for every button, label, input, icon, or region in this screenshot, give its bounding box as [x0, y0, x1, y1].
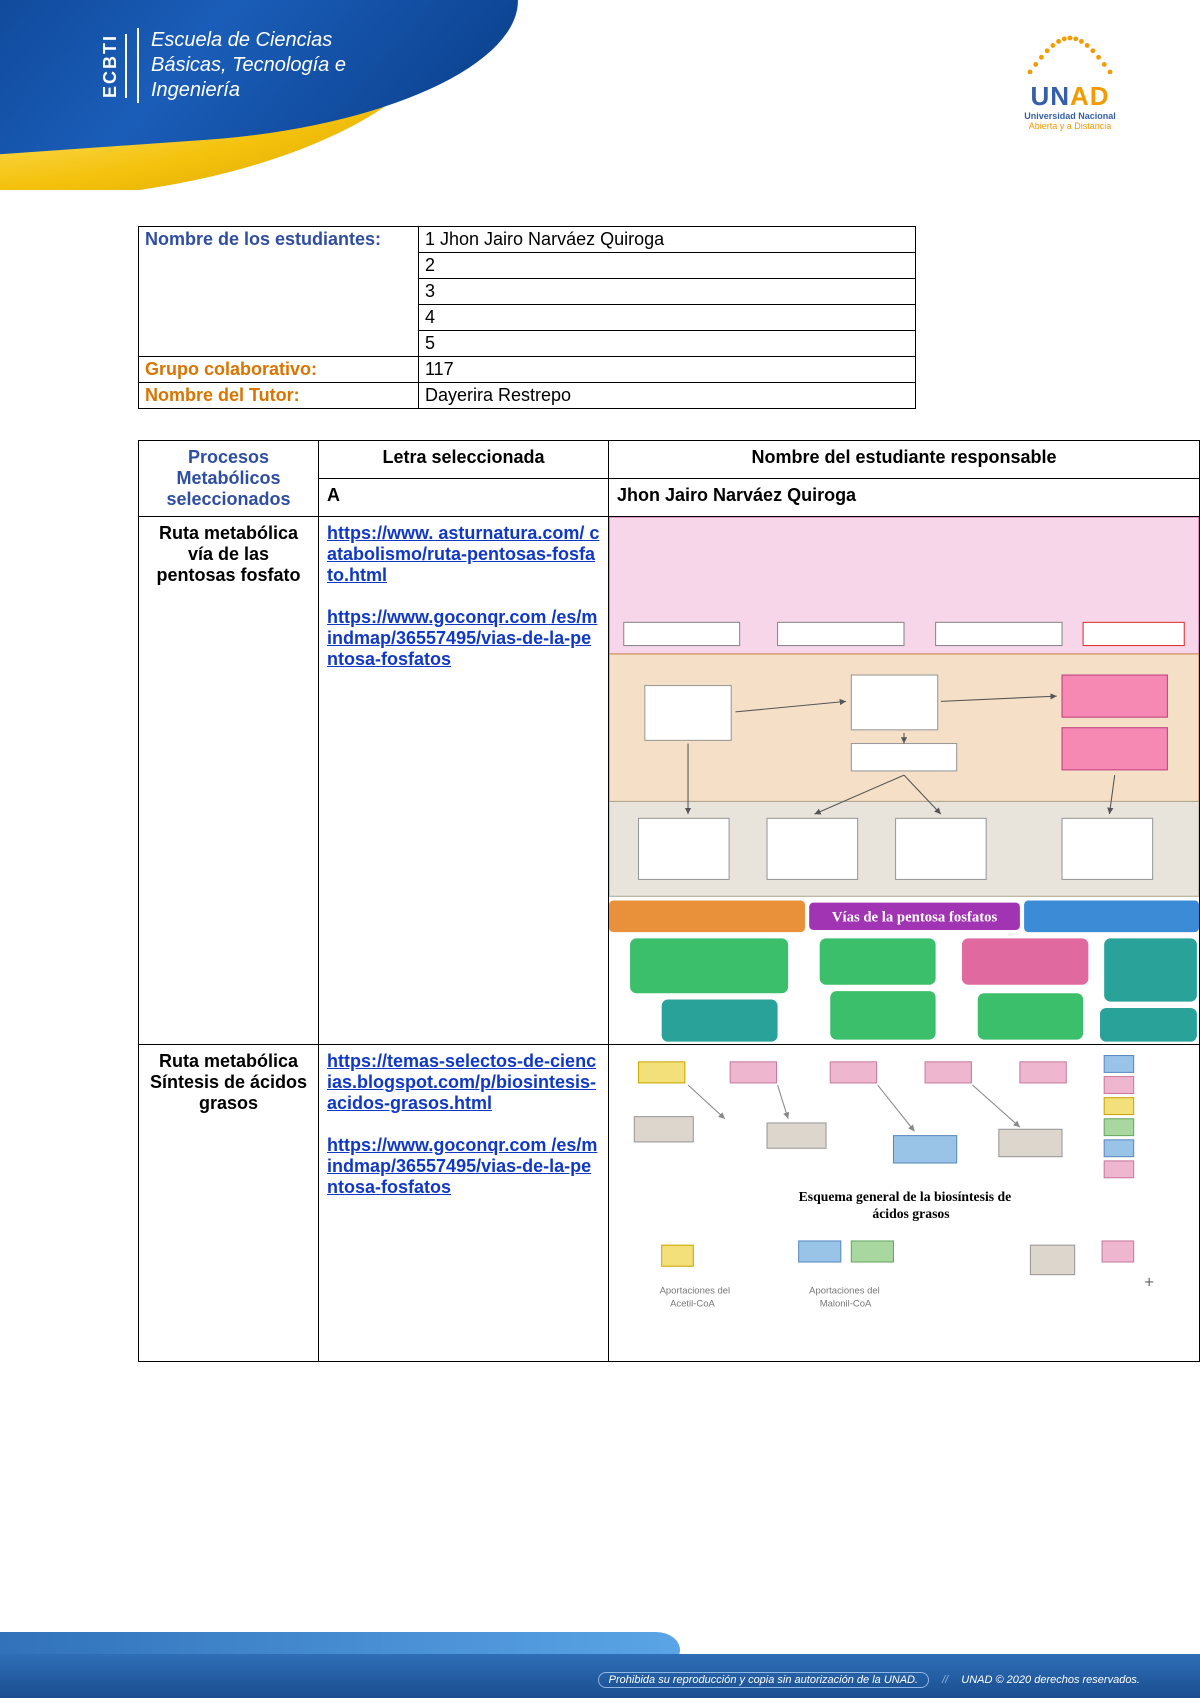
unad-letter: N — [1050, 81, 1070, 111]
header-swoosh: ECBTI Escuela de Ciencias Básicas, Tecno… — [0, 0, 520, 190]
unad-letter: U — [1030, 81, 1050, 111]
svg-text:Acetil-CoA: Acetil-CoA — [670, 1298, 715, 1309]
reference-link[interactable]: https://www. asturnatura.com/ catabolism… — [327, 523, 600, 586]
reference-link[interactable]: https://www.goconqr.com /es/mindmap/3655… — [327, 607, 600, 670]
tutor-cell: Dayerira Restrepo — [419, 383, 916, 409]
diagram-sub1: Aportaciones del — [660, 1285, 731, 1296]
student-cell: 3 — [419, 279, 916, 305]
links-cell: https://temas-selectos-de-ciencias.blogs… — [319, 1044, 609, 1361]
info-table: Nombre de los estudiantes: 1 Jhon Jairo … — [138, 226, 916, 409]
processes-table: Procesos Metabólicos seleccionados Letra… — [138, 440, 1200, 1362]
links-cell: https://www. asturnatura.com/ catabolism… — [319, 517, 609, 1045]
fatty-acid-diagram: Esquema general de la biosíntesis de áci… — [609, 1045, 1199, 1361]
unad-sub-line: Abierta y a Distancia — [1020, 122, 1120, 132]
student-cell: 2 — [419, 253, 916, 279]
ecbti-line: Básicas, Tecnología e — [151, 53, 346, 78]
unad-word: UNAD — [1020, 81, 1120, 112]
svg-text:ácidos grasos: ácidos grasos — [872, 1206, 949, 1221]
hdr-processes: Procesos Metabólicos seleccionados — [139, 441, 319, 517]
group-cell: 117 — [419, 357, 916, 383]
unad-letter: A — [1070, 81, 1090, 111]
diagram-sub2: Aportaciones del — [809, 1285, 880, 1296]
unad-arc-icon — [1020, 34, 1120, 74]
footer-text: Prohibida su reproducción y copia sin au… — [598, 1672, 1140, 1688]
svg-text:Malonil-CoA: Malonil-CoA — [820, 1298, 872, 1309]
ecbti-block: ECBTI Escuela de Ciencias Básicas, Tecno… — [100, 28, 346, 103]
footer: Prohibida su reproducción y copia sin au… — [0, 1628, 1200, 1698]
svg-text:+: + — [1144, 1272, 1154, 1291]
diagram-caption: Esquema general de la biosíntesis de — [799, 1189, 1012, 1204]
ecbti-vertical: ECBTI — [100, 34, 127, 98]
letter-value: A — [319, 479, 609, 517]
label-tutor: Nombre del Tutor: — [139, 383, 419, 409]
route-name: Ruta metabólica vía de las pentosas fosf… — [139, 517, 319, 1045]
student-cell: 4 — [419, 305, 916, 331]
diagram-cell: Esquema general de la biosíntesis de áci… — [609, 1044, 1200, 1361]
label-group: Grupo colaborativo: — [139, 357, 419, 383]
label-students: Nombre de los estudiantes: — [139, 227, 419, 357]
student-cell: 5 — [419, 331, 916, 357]
unad-subtitle: Universidad Nacional Abierta y a Distanc… — [1020, 112, 1120, 132]
student-value: Jhon Jairo Narváez Quiroga — [609, 479, 1200, 517]
student-cell: 1 Jhon Jairo Narváez Quiroga — [419, 227, 916, 253]
ecbti-line: Ingeniería — [151, 78, 346, 103]
hdr-student: Nombre del estudiante responsable — [609, 441, 1200, 479]
reference-link[interactable]: https://temas-selectos-de-ciencias.blogs… — [327, 1051, 600, 1114]
unad-logo: UNAD Universidad Nacional Abierta y a Di… — [1020, 34, 1120, 132]
pentose-diagram: Vías de la pentosa fosfatos — [609, 517, 1199, 1044]
ecbti-line: Escuela de Ciencias — [151, 28, 346, 53]
hdr-letter: Letra seleccionada — [319, 441, 609, 479]
footer-sep: // — [942, 1674, 948, 1686]
unad-letter: D — [1090, 81, 1110, 111]
route-name: Ruta metabólica Síntesis de ácidos graso… — [139, 1044, 319, 1361]
footer-left: Prohibida su reproducción y copia sin au… — [598, 1672, 929, 1688]
reference-link[interactable]: https://www.goconqr.com /es/mindmap/3655… — [327, 1135, 600, 1198]
footer-right: UNAD © 2020 derechos reservados. — [961, 1674, 1140, 1686]
diagram-cell: Vías de la pentosa fosfatos — [609, 517, 1200, 1045]
ecbti-title: Escuela de Ciencias Básicas, Tecnología … — [137, 28, 346, 103]
mindmap-title: Vías de la pentosa fosfatos — [832, 910, 998, 926]
